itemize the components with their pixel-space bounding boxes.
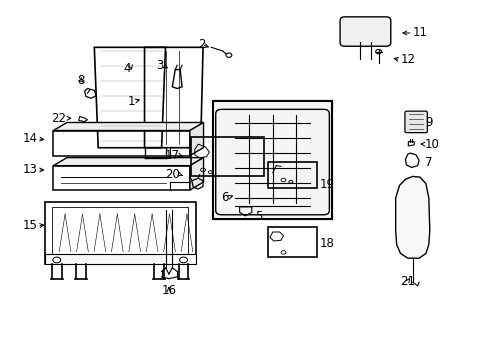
Polygon shape <box>189 158 203 190</box>
Text: 7: 7 <box>424 156 431 169</box>
Text: 22: 22 <box>51 112 66 125</box>
Text: 1: 1 <box>127 95 135 108</box>
Text: 15: 15 <box>22 219 37 233</box>
Text: 12: 12 <box>400 53 415 66</box>
Text: 3: 3 <box>156 59 163 72</box>
Text: 14: 14 <box>22 132 37 145</box>
Text: 16: 16 <box>161 284 176 297</box>
Polygon shape <box>395 176 429 258</box>
Bar <box>190 137 264 176</box>
Text: 20: 20 <box>165 168 180 181</box>
Bar <box>267 226 316 257</box>
Text: 19: 19 <box>320 178 334 191</box>
Bar <box>52 207 188 259</box>
Text: 8: 8 <box>77 74 84 87</box>
Polygon shape <box>53 158 203 166</box>
Bar <box>44 254 195 264</box>
Text: 13: 13 <box>22 163 37 176</box>
FancyBboxPatch shape <box>339 17 390 46</box>
Text: 2: 2 <box>198 38 205 51</box>
Bar <box>212 101 331 220</box>
Text: 6: 6 <box>221 191 228 204</box>
Bar <box>44 202 195 264</box>
Circle shape <box>375 49 381 54</box>
Text: 10: 10 <box>424 138 439 150</box>
Text: 4: 4 <box>123 62 131 75</box>
Bar <box>53 166 189 190</box>
Circle shape <box>225 53 231 57</box>
Bar <box>53 131 189 156</box>
FancyBboxPatch shape <box>404 111 427 133</box>
Bar <box>267 162 316 188</box>
Polygon shape <box>189 122 203 156</box>
Text: 9: 9 <box>424 116 431 129</box>
Text: 18: 18 <box>320 237 334 250</box>
Text: 11: 11 <box>412 27 427 40</box>
Bar <box>212 101 331 220</box>
Text: 21: 21 <box>400 275 414 288</box>
Text: 17: 17 <box>165 149 180 162</box>
Polygon shape <box>53 122 203 131</box>
Text: 5: 5 <box>255 210 262 223</box>
